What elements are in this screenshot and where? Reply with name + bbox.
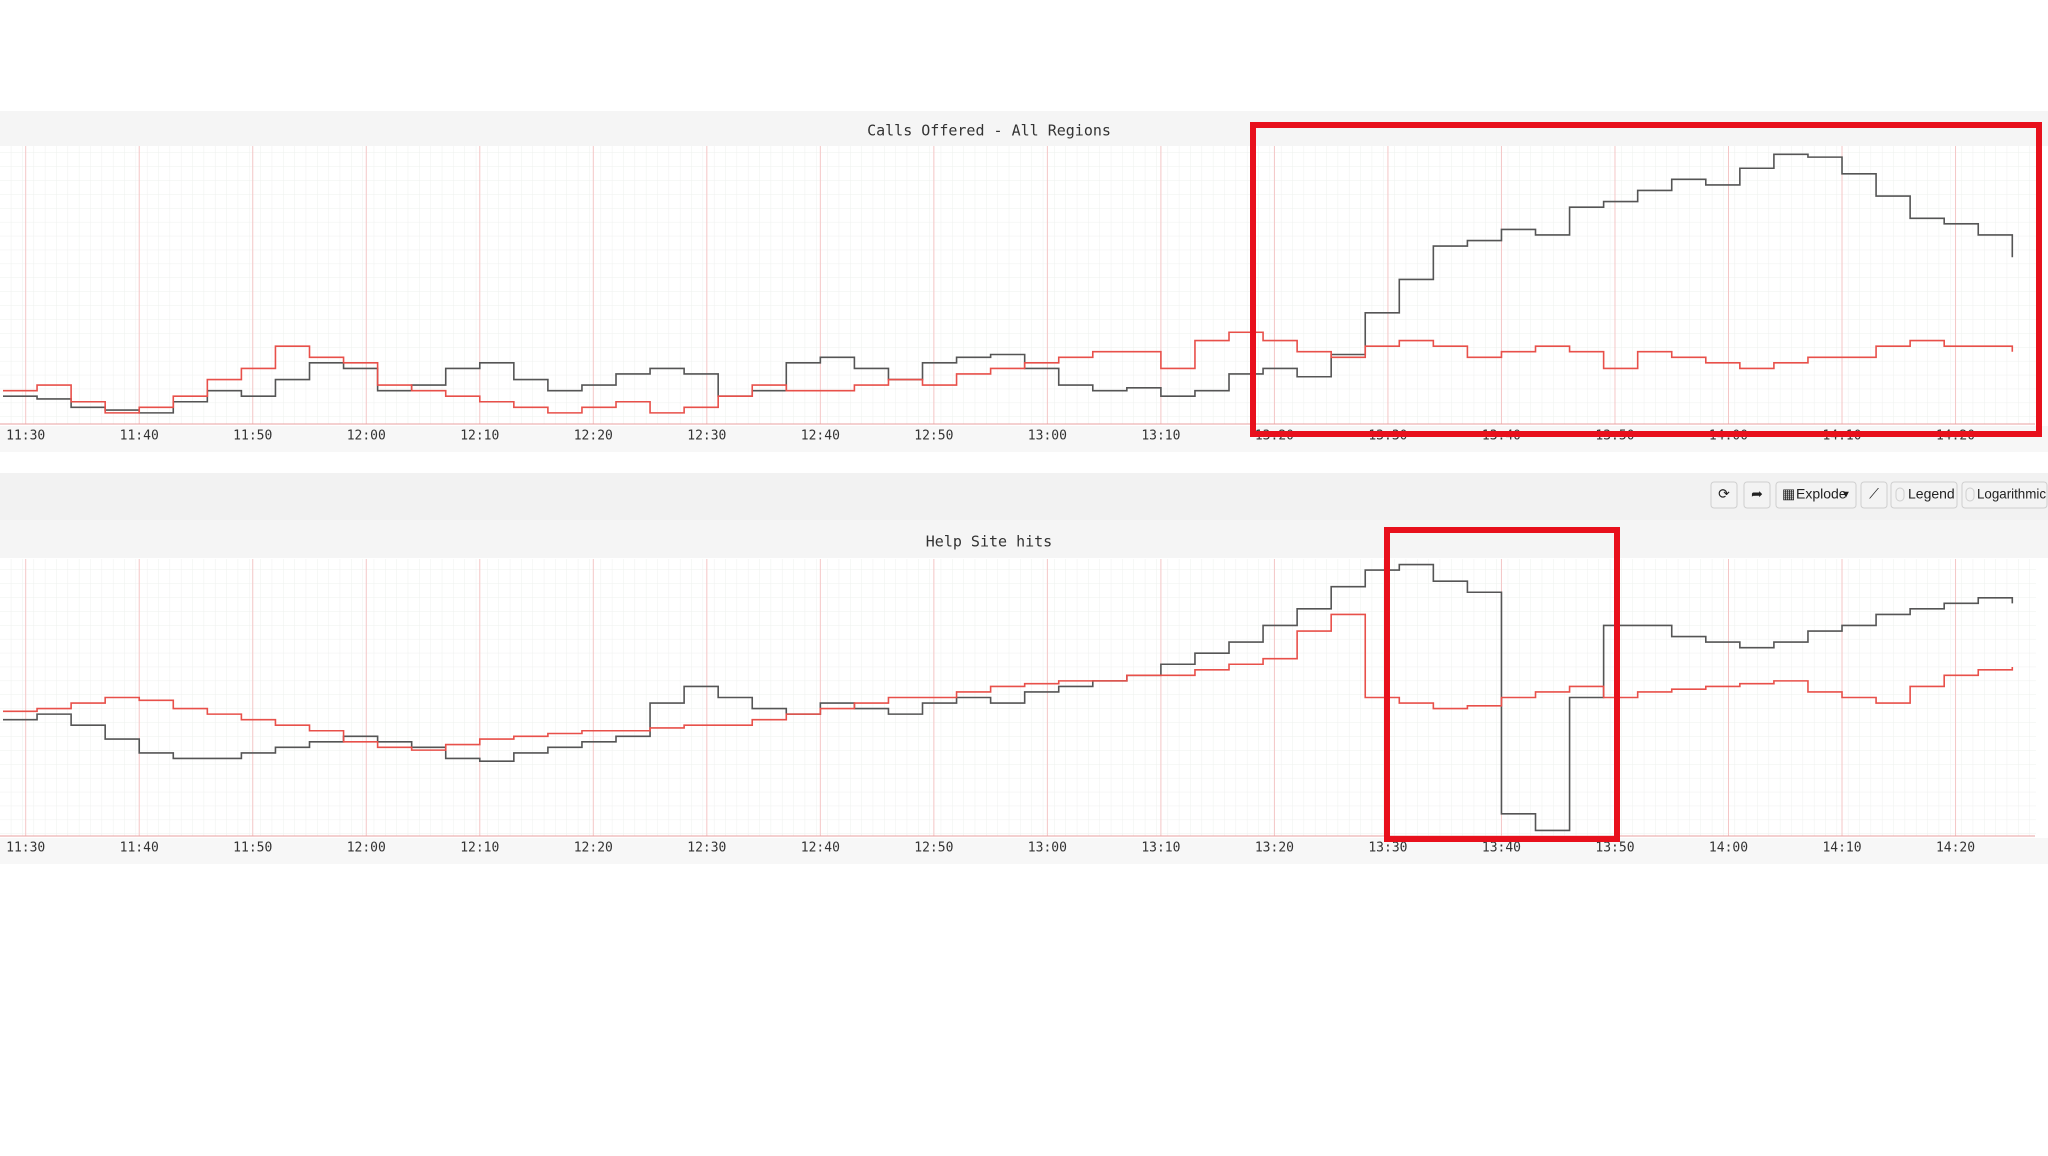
series-line [3, 563, 2014, 832]
x-tick-label: 12:40 [801, 429, 840, 444]
explode-label: Explode [1796, 486, 1847, 502]
plot-area [0, 146, 2036, 424]
x-tick-label: 12:20 [574, 429, 613, 444]
legend-label: Legend [1908, 486, 1955, 502]
svg-text:▼: ▼ [1841, 490, 1851, 501]
plot-area [0, 559, 2036, 836]
x-tick-label: 13:00 [1028, 841, 1067, 856]
x-tick-label: 12:00 [347, 429, 386, 444]
x-tick-label: 14:10 [1822, 841, 1861, 856]
x-tick-label: 12:40 [801, 841, 840, 856]
panel-header [0, 520, 2048, 558]
x-tick-label: 13:40 [1482, 841, 1521, 856]
share-button[interactable]: ➦ [1743, 481, 1771, 509]
chart-button[interactable]: ⟋ [1860, 481, 1888, 509]
x-tick-label: 12:50 [914, 841, 953, 856]
x-tick-label: 13:10 [1141, 429, 1180, 444]
axis-band [0, 838, 2048, 864]
x-tick-label: 12:00 [347, 841, 386, 856]
refresh-button[interactable]: ⟳ [1710, 481, 1738, 509]
x-tick-label: 11:30 [6, 429, 45, 444]
legend-button[interactable]: Legend [1890, 481, 1958, 509]
explode-button[interactable]: ▦ Explode▼ [1775, 481, 1857, 509]
x-tick-label: 14:20 [1936, 841, 1975, 856]
x-tick-label: 11:30 [6, 841, 45, 856]
x-tick-label: 13:30 [1368, 841, 1407, 856]
x-tick-label: 13:00 [1028, 429, 1067, 444]
axis-band [0, 426, 2048, 452]
toolbar [0, 473, 2048, 520]
x-tick-label: 11:40 [120, 841, 159, 856]
highlight-box [1250, 122, 2042, 437]
chart-title: Calls Offered - All Regions [867, 122, 1111, 140]
highlight-box [1384, 527, 1620, 842]
x-tick-label: 13:20 [1255, 841, 1294, 856]
x-tick-label: 12:30 [687, 841, 726, 856]
series-line [3, 331, 2014, 414]
explode-icon: ▦ [1782, 486, 1795, 502]
x-tick-label: 12:20 [574, 841, 613, 856]
logarithmic-button[interactable]: Logarithmic [1961, 481, 2048, 509]
x-tick-label: 11:50 [233, 429, 272, 444]
logarithmic-label: Logarithmic [1977, 486, 2046, 502]
x-tick-label: 12:50 [914, 429, 953, 444]
series-line [3, 153, 2014, 414]
svg-text:⟳: ⟳ [1718, 486, 1730, 502]
x-tick-label: 12:30 [687, 429, 726, 444]
svg-text:➦: ➦ [1751, 486, 1763, 502]
panel-header [0, 111, 2048, 146]
x-tick-label: 11:40 [120, 429, 159, 444]
x-tick-label: 11:50 [233, 841, 272, 856]
chart-title: Help Site hits [926, 533, 1052, 551]
svg-text:⟋: ⟋ [1869, 486, 1879, 502]
x-tick-label: 14:00 [1709, 841, 1748, 856]
x-tick-label: 12:10 [460, 841, 499, 856]
series-line [3, 613, 2014, 751]
x-tick-label: 12:10 [460, 429, 499, 444]
x-tick-label: 13:50 [1595, 841, 1634, 856]
x-tick-label: 13:10 [1141, 841, 1180, 856]
